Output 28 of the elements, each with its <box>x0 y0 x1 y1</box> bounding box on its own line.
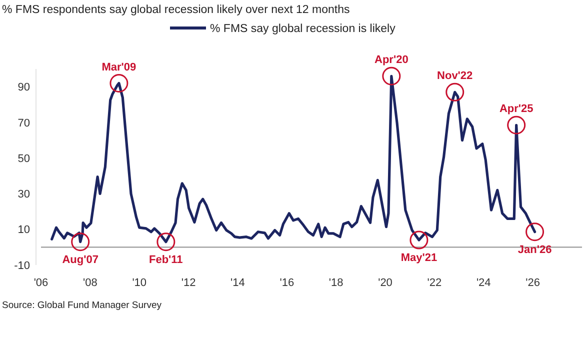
x-tick-label: '14 <box>230 277 245 289</box>
y-tick-label: -10 <box>14 260 30 272</box>
x-tick-label: '20 <box>378 277 392 289</box>
chart-title: % FMS respondents say global recession likely over next 12 months <box>2 4 350 16</box>
annotation: Mar'09 <box>102 61 136 74</box>
annotation: Aug'07 <box>62 254 98 266</box>
y-tick-label: 50 <box>18 152 30 165</box>
legend-label: % FMS say global recession is likely <box>210 23 396 35</box>
x-tick-label: '26 <box>526 277 540 289</box>
annotation: Jan'26 <box>518 244 552 256</box>
annotation: Feb'11 <box>149 254 183 266</box>
x-tick-label: '06 <box>34 277 48 289</box>
x-tick-label: '12 <box>181 277 196 289</box>
y-tick-label: 70 <box>18 117 30 130</box>
x-tick-label: '16 <box>280 277 294 289</box>
annotation: Apr'25 <box>499 103 534 116</box>
annotation: Nov'22 <box>437 70 473 82</box>
x-tick-label: '10 <box>132 277 147 289</box>
y-tick-label: 10 <box>18 224 30 236</box>
x-tick-label: '24 <box>476 277 491 289</box>
x-tick-label: '18 <box>328 277 344 289</box>
annotation: May'21 <box>400 252 438 264</box>
annotation: Apr'20 <box>374 54 408 66</box>
source-note: Source: Global Fund Manager Survey <box>2 300 162 311</box>
y-tick-label: 30 <box>18 188 30 201</box>
y-tick-label: 90 <box>18 82 30 94</box>
x-tick-label: '22 <box>427 277 442 289</box>
x-tick-label: '08 <box>83 277 98 289</box>
